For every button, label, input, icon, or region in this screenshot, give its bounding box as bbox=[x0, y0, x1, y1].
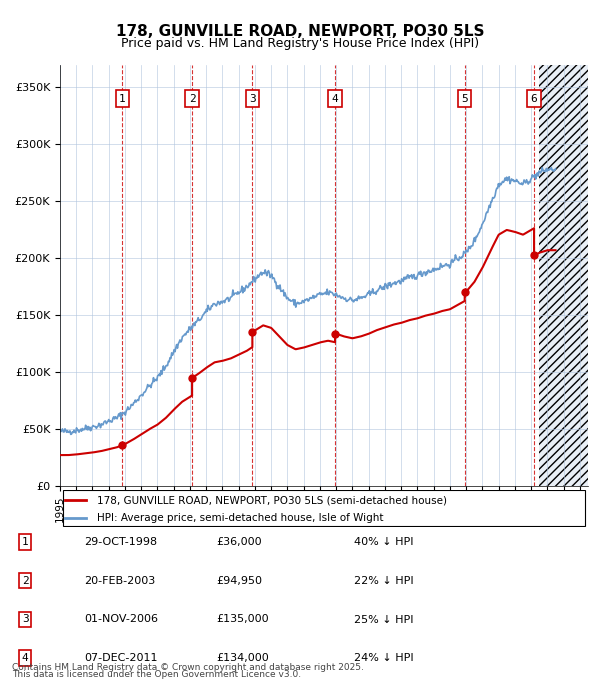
Text: 6: 6 bbox=[530, 94, 538, 104]
Text: 1: 1 bbox=[22, 537, 29, 547]
Text: 178, GUNVILLE ROAD, NEWPORT, PO30 5LS: 178, GUNVILLE ROAD, NEWPORT, PO30 5LS bbox=[116, 24, 484, 39]
Text: 4: 4 bbox=[332, 94, 338, 104]
Text: 25% ↓ HPI: 25% ↓ HPI bbox=[354, 615, 413, 624]
Text: Price paid vs. HM Land Registry's House Price Index (HPI): Price paid vs. HM Land Registry's House … bbox=[121, 37, 479, 50]
Text: 3: 3 bbox=[22, 615, 29, 624]
Bar bbox=[539, 65, 588, 486]
Text: HPI: Average price, semi-detached house, Isle of Wight: HPI: Average price, semi-detached house,… bbox=[97, 513, 383, 523]
Text: 4: 4 bbox=[22, 653, 29, 663]
Text: £36,000: £36,000 bbox=[216, 537, 262, 547]
Text: £135,000: £135,000 bbox=[216, 615, 269, 624]
Text: 178, GUNVILLE ROAD, NEWPORT, PO30 5LS (semi-detached house): 178, GUNVILLE ROAD, NEWPORT, PO30 5LS (s… bbox=[97, 495, 447, 505]
Text: Contains HM Land Registry data © Crown copyright and database right 2025.: Contains HM Land Registry data © Crown c… bbox=[12, 663, 364, 672]
Text: 40% ↓ HPI: 40% ↓ HPI bbox=[354, 537, 413, 547]
Text: 29-OCT-1998: 29-OCT-1998 bbox=[84, 537, 157, 547]
Text: £94,950: £94,950 bbox=[216, 576, 262, 585]
Text: 3: 3 bbox=[249, 94, 256, 104]
Text: £134,000: £134,000 bbox=[216, 653, 269, 663]
Text: 20-FEB-2003: 20-FEB-2003 bbox=[84, 576, 155, 585]
Text: 24% ↓ HPI: 24% ↓ HPI bbox=[354, 653, 413, 663]
FancyBboxPatch shape bbox=[62, 490, 586, 526]
Text: 22% ↓ HPI: 22% ↓ HPI bbox=[354, 576, 413, 585]
Text: 1: 1 bbox=[119, 94, 125, 104]
Text: 2: 2 bbox=[189, 94, 196, 104]
Text: This data is licensed under the Open Government Licence v3.0.: This data is licensed under the Open Gov… bbox=[12, 670, 301, 679]
Text: 07-DEC-2011: 07-DEC-2011 bbox=[84, 653, 157, 663]
Text: 2: 2 bbox=[22, 576, 29, 585]
Text: 5: 5 bbox=[461, 94, 468, 104]
Text: 01-NOV-2006: 01-NOV-2006 bbox=[84, 615, 158, 624]
